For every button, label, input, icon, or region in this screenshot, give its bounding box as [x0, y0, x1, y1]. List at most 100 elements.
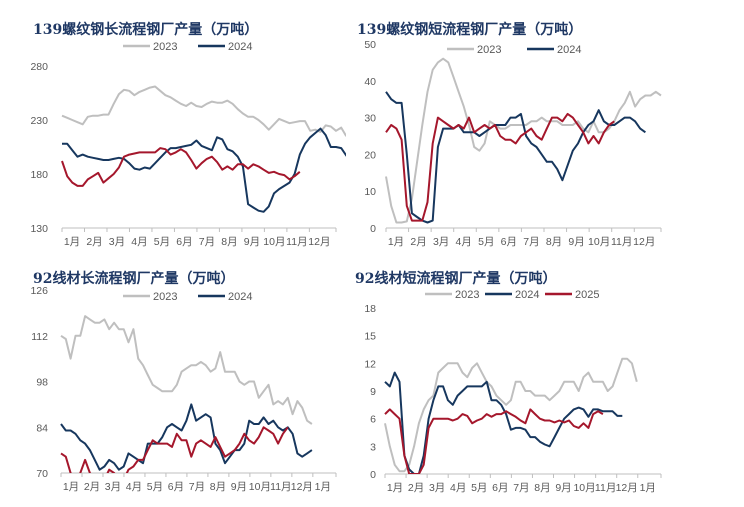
x-tick-label: 3月	[433, 236, 449, 248]
chart-title: 139螺纹钢长流程钢厂产量（万吨）	[33, 21, 258, 38]
y-tick-label: 84	[36, 422, 48, 434]
series-line-2023	[384, 357, 638, 473]
legend-label: 2024	[557, 44, 581, 56]
y-tick-label: 30	[364, 113, 376, 125]
y-tick-label: 0	[370, 223, 376, 235]
chart-panel-2: 139螺纹钢短流程钢厂产量（万吨） 1月 2月 3月 4月 5月 6月 7月 8月 9月 10月 11…	[357, 21, 662, 248]
x-tick-label: 11月	[286, 236, 307, 248]
series-line-current	[61, 147, 301, 187]
x-tick-label: 6月	[492, 482, 508, 494]
y-tick-label: 6	[370, 414, 376, 426]
series-line-2024	[60, 403, 313, 471]
x-tick-label: 7月	[199, 236, 215, 248]
x-tick-label: 4月	[456, 236, 472, 248]
x-tick-label: 10月	[249, 481, 271, 493]
x-tick-label: 1月	[64, 236, 80, 248]
x-tick-label: 9月	[231, 481, 247, 493]
y-tick-label: 98	[36, 377, 48, 389]
y-tick-label: 10	[364, 186, 376, 198]
x-tick-label: 6月	[176, 236, 192, 248]
x-tick-label: 5月	[147, 481, 163, 493]
x-tick-label: 3月	[429, 482, 445, 494]
chart-panel-3: 92线材长流程钢厂产量（万吨）1月 2月 3月 4月 5月 6月 7月 8月 9月 10月 11月 1…	[30, 270, 337, 493]
x-tick-label: 11月	[611, 236, 632, 248]
x-tick-label: 12月	[308, 236, 330, 248]
x-tick-label: 10月	[588, 236, 610, 248]
x-tick-label: 2月	[408, 482, 424, 494]
legend-label: 2024	[515, 289, 539, 301]
y-tick-label: 70	[36, 468, 48, 480]
x-tick-label: 1月	[63, 481, 79, 493]
legend-label: 2024	[228, 291, 252, 303]
series-line-current	[60, 426, 289, 473]
series-line-current	[385, 112, 615, 222]
x-tick-label: 11月	[270, 481, 291, 493]
chart-title: 139螺纹钢短流程钢厂产量（万吨）	[357, 21, 582, 38]
chart-panel-1: 139螺纹钢长流程钢厂产量（万吨） 1月 2月 3月 4月 5月 6月 7月 8月 9月 10月 11…	[30, 21, 346, 248]
y-tick-label: 3	[370, 441, 376, 453]
x-tick-label: 2月	[410, 236, 426, 248]
legend-label: 2023	[455, 289, 479, 301]
x-tick-label: 8月	[210, 481, 226, 493]
y-tick-label: 18	[364, 303, 376, 315]
x-tick-label: 10月	[573, 482, 595, 494]
x-tick-label: 3月	[105, 481, 121, 493]
x-tick-label: 1月	[388, 236, 404, 248]
series-line-2024	[385, 91, 646, 224]
x-tick-label: 10月	[263, 236, 285, 248]
y-tick-label: 20	[364, 149, 376, 161]
x-tick-label: 12月	[291, 481, 313, 493]
x-tick-label: 2月	[86, 236, 102, 248]
legend-label: 2023	[477, 44, 501, 56]
y-tick-label: 50	[364, 39, 376, 51]
y-tick-label: 9	[370, 386, 376, 398]
x-tick-label: 6月	[168, 481, 184, 493]
legend-label: 2025	[575, 289, 599, 301]
x-tick-label: 8月	[546, 236, 562, 248]
series-line-2023	[61, 85, 346, 137]
chart-title: 92线材长流程钢厂产量（万吨）	[33, 270, 234, 287]
x-tick-label: 9月	[568, 236, 584, 248]
x-tick-label: 12月	[633, 236, 655, 248]
x-tick-label: 1月	[315, 481, 331, 493]
y-tick-label: 126	[30, 285, 48, 297]
x-tick-label: 4月	[126, 481, 142, 493]
x-tick-label: 1月	[387, 482, 403, 494]
series-line-2024	[384, 371, 623, 474]
x-tick-label: 9月	[555, 482, 571, 494]
x-tick-label: 5月	[471, 482, 487, 494]
legend-label: 2024	[228, 41, 252, 53]
y-tick-label: 230	[30, 115, 48, 127]
x-tick-label: 12月	[616, 482, 638, 494]
x-tick-label: 7月	[523, 236, 539, 248]
x-tick-label: 4月	[131, 236, 147, 248]
legend-label: 2023	[153, 41, 177, 53]
x-tick-label: 7月	[513, 482, 529, 494]
x-tick-label: 4月	[450, 482, 466, 494]
x-tick-label: 8月	[534, 482, 550, 494]
x-tick-label: 5月	[154, 236, 170, 248]
x-tick-label: 7月	[189, 481, 205, 493]
chart-panel-4: 92线材短流程钢厂产量（万吨）1月 2月 3月 4月 5月 6月 7月 8月 9月 10月 11月 1…	[355, 270, 662, 494]
legend-label: 2023	[153, 291, 177, 303]
y-tick-label: 130	[30, 223, 48, 235]
y-tick-label: 40	[364, 76, 376, 88]
y-tick-label: 15	[364, 331, 376, 343]
y-tick-label: 180	[30, 169, 48, 181]
chart-title: 92线材短流程钢厂产量（万吨）	[355, 270, 556, 287]
y-tick-label: 112	[31, 331, 48, 343]
series-line-2025	[384, 408, 604, 474]
x-tick-label: 3月	[109, 236, 125, 248]
x-tick-label: 2月	[84, 481, 100, 493]
series-line-2023	[60, 315, 313, 425]
x-tick-label: 11月	[595, 482, 616, 494]
x-tick-label: 1月	[640, 482, 656, 494]
y-tick-label: 12	[364, 358, 376, 370]
series-line-2024	[62, 127, 346, 213]
x-tick-label: 5月	[478, 236, 494, 248]
x-tick-label: 8月	[221, 236, 237, 248]
y-tick-label: 0	[370, 469, 376, 481]
y-tick-label: 280	[30, 61, 48, 73]
x-tick-label: 6月	[501, 236, 517, 248]
